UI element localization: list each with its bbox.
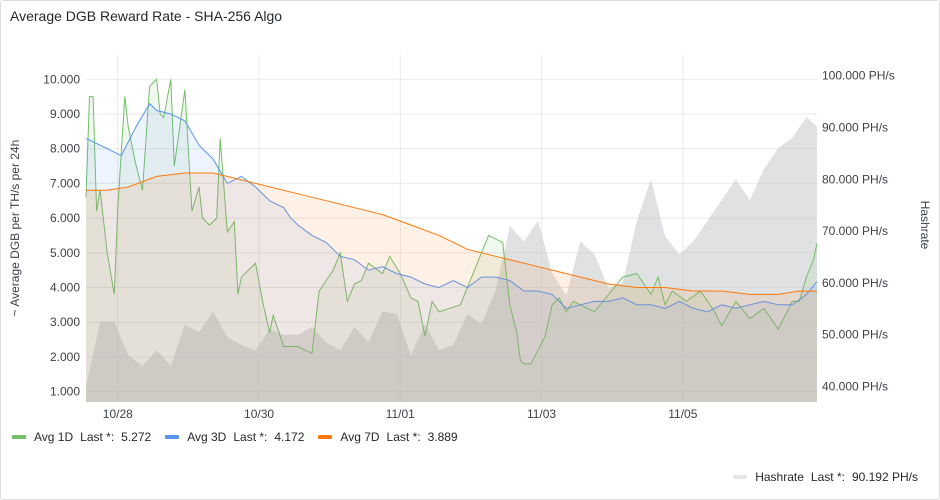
y-tick-label: 3.000 xyxy=(50,315,80,329)
legend-label: Avg 3D xyxy=(187,430,227,444)
y-tick-label: 10.000 xyxy=(43,72,80,86)
series-area-avg-1d xyxy=(86,79,817,403)
legend-swatch-avg-3d xyxy=(165,435,180,439)
y-tick-label: 8.000 xyxy=(50,142,80,156)
legend-last-value: 5.272 xyxy=(121,430,152,444)
legend-label: Avg 1D xyxy=(34,430,74,444)
x-tick-label: 10/28 xyxy=(103,407,133,421)
series-area-avg-7d xyxy=(86,173,817,402)
y-tick-label: 7.000 xyxy=(50,176,80,190)
series-line-avg-3d[interactable] xyxy=(85,102,818,313)
y2-tick-label: 70.000 PH/s xyxy=(822,224,888,238)
legend-last-prefix: Last *: xyxy=(233,430,268,444)
y-tick-label: 4.000 xyxy=(50,280,80,294)
legend-swatch-avg-7d xyxy=(318,435,333,439)
legend-last-value: 3.889 xyxy=(427,430,458,444)
y2-tick-label: 50.000 PH/s xyxy=(822,328,888,342)
y-tick-label: 2.000 xyxy=(50,350,80,364)
series-line-avg-1d[interactable] xyxy=(85,78,818,365)
legend-last-value: 4.172 xyxy=(274,430,305,444)
axes-group: 1.000 2.000 3.000 4.000 5.000 6.000 7.000 8.000… xyxy=(43,69,894,421)
legend: Avg 1D Last *: 5.272 Avg 3D Last *: 4.17… xyxy=(12,430,472,444)
y2-axis-title: Hashrate xyxy=(918,201,932,250)
legend-last-prefix: Last *: xyxy=(80,430,115,444)
x-tick-label: 11/05 xyxy=(668,407,697,421)
y-axis-title: ~ Average DGB per TH/s per 24h xyxy=(8,140,22,317)
legend-item-avg-7d[interactable]: Avg 7D Last *: 3.889 xyxy=(318,430,458,444)
panel-title[interactable]: Average DGB Reward Rate - SHA-256 Algo xyxy=(10,8,283,24)
legend-hashrate[interactable]: Hashrate Last *: 90.192 PH/s xyxy=(733,470,918,484)
x-tick-label: 10/30 xyxy=(244,407,274,421)
legend-swatch-avg-1d xyxy=(12,435,26,439)
legend-last-value: 90.192 PH/s xyxy=(851,470,918,484)
y-tick-label: 6.000 xyxy=(50,211,80,225)
legend-swatch-hashrate xyxy=(733,475,748,479)
y-tick-label: 5.000 xyxy=(50,246,80,260)
y-tick-label: 1.000 xyxy=(50,385,80,399)
y2-tick-label: 100.000 PH/s xyxy=(822,69,895,83)
y2-tick-label: 90.000 PH/s xyxy=(822,121,888,135)
legend-label: Hashrate xyxy=(755,470,804,484)
legend-item-avg-3d[interactable]: Avg 3D Last *: 4.172 xyxy=(165,430,304,444)
legend-last-prefix: Last *: xyxy=(810,470,845,484)
legend-label: Avg 7D xyxy=(340,430,380,444)
y2-tick-label: 40.000 PH/s xyxy=(822,379,888,393)
y-tick-label: 9.000 xyxy=(50,107,80,121)
series-left-group xyxy=(85,78,818,403)
x-tick-label: 11/01 xyxy=(386,407,415,421)
legend-item-avg-1d[interactable]: Avg 1D Last *: 5.272 xyxy=(12,430,151,444)
legend-last-prefix: Last *: xyxy=(386,430,421,444)
series-area-avg-3d xyxy=(86,103,817,402)
x-tick-label: 11/03 xyxy=(527,407,556,421)
y2-tick-label: 60.000 PH/s xyxy=(822,276,888,290)
series-line-avg-7d[interactable] xyxy=(86,172,818,295)
y2-tick-label: 80.000 PH/s xyxy=(822,172,888,186)
